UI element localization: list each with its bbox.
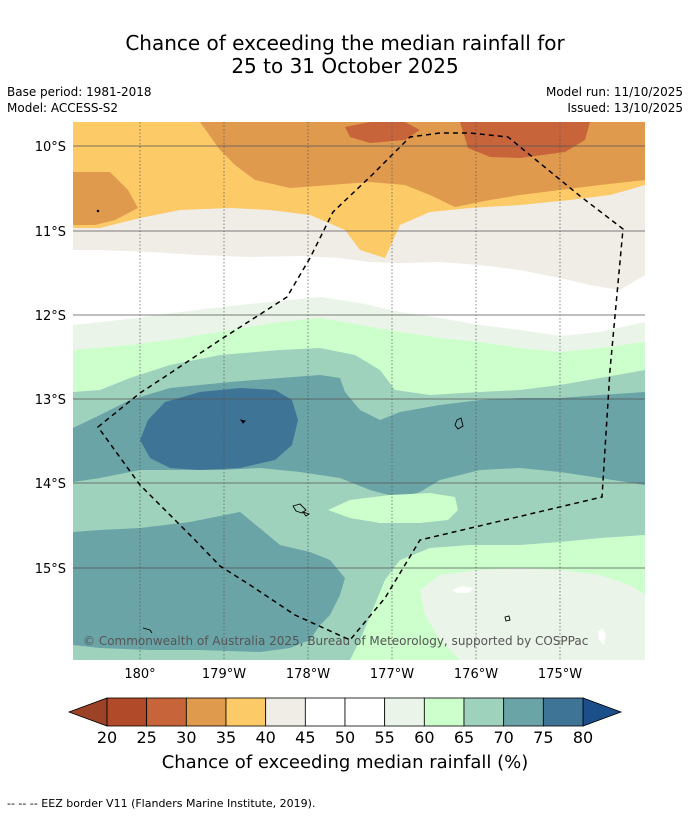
lon-label-175w: 175°W — [538, 667, 582, 682]
colorbar: 20 25 30 35 40 45 50 55 60 65 70 75 80 — [67, 697, 623, 747]
colorbar-cell — [423, 697, 465, 727]
contour-band-60-65-patch — [328, 493, 458, 523]
contour-band-70-75-south — [73, 512, 345, 652]
lat-label-10s: 10°S — [35, 140, 66, 155]
colorbar-cell — [463, 697, 505, 727]
colorbar-cell — [304, 697, 346, 727]
lon-label-177w: 177°W — [370, 667, 414, 682]
colorbar-label: Chance of exceeding median rainfall (%) — [161, 752, 529, 773]
colorbar-tick-label: 60 — [414, 728, 434, 747]
colorbar-tick-label: 70 — [493, 728, 513, 747]
contour-band-25-30-east — [460, 122, 590, 158]
lon-label-179w: 179°W — [202, 667, 246, 682]
colorbar-cell — [344, 697, 386, 727]
lat-label-11s: 11°S — [35, 225, 66, 240]
colorbar-cell — [225, 697, 267, 727]
metadata-left: Base period: 1981-2018 Model: ACCESS-S2 — [7, 84, 152, 116]
issued-date: Issued: 13/10/2025 — [567, 101, 683, 115]
colorbar-tick-label: 75 — [533, 728, 553, 747]
contour-band-50-55-patch — [452, 586, 474, 593]
colorbar-tick-label: 25 — [136, 728, 156, 747]
colorbar-tick-label: 45 — [295, 728, 315, 747]
contour-band-25-30 — [345, 122, 420, 143]
contour-band-50-55-patch2 — [598, 628, 606, 645]
lon-label-176w: 176°W — [454, 667, 498, 682]
metadata-right: Model run: 11/10/2025 Issued: 13/10/2025 — [546, 84, 683, 116]
colorbar-cell — [384, 697, 425, 727]
colorbar-cell — [185, 697, 227, 727]
colorbar-tick-label: 65 — [454, 728, 474, 747]
model-run: Model run: 11/10/2025 — [545, 85, 683, 99]
colorbar-tick-label: 50 — [335, 728, 355, 747]
colorbar-over-triangle — [582, 697, 623, 727]
contour-band-30-35-west — [73, 172, 138, 225]
lon-label-180: 180° — [124, 667, 155, 682]
base-period: Base period: 1981-2018 — [7, 85, 152, 99]
map-title-line2: 25 to 31 October 2025 — [231, 54, 459, 78]
rainfall-contour-map: © Commonwealth of Australia 2025, Bureau… — [73, 122, 645, 660]
map-title-line1: Chance of exceeding the median rainfall … — [125, 31, 565, 55]
lon-axis: 180° 179°W 178°W 177°W 176°W 175°W — [124, 667, 582, 682]
islands — [96, 209, 511, 634]
colorbar-tick-label: 40 — [255, 728, 275, 747]
colorbar-tick-label: 55 — [374, 728, 394, 747]
lat-label-13s: 13°S — [35, 393, 66, 408]
eez-legend-footnote: -- -- -- EEZ border V11 (Flanders Marine… — [7, 797, 316, 810]
colorbar-cell — [146, 697, 187, 727]
colorbar-tick-label: 30 — [176, 728, 196, 747]
lat-label-12s: 12°S — [35, 309, 66, 324]
colorbar-under-triangle — [67, 697, 108, 727]
lat-label-15s: 15°S — [35, 562, 66, 577]
colorbar-cell — [542, 697, 584, 727]
colorbar-cell — [265, 697, 306, 727]
colorbar-cell — [106, 697, 148, 727]
lon-label-178w: 178°W — [286, 667, 330, 682]
model-name: Model: ACCESS-S2 — [7, 101, 119, 115]
lat-label-14s: 14°S — [35, 477, 66, 492]
contour-band-75-80 — [140, 388, 298, 470]
colorbar-cell — [503, 697, 544, 727]
colorbar-tick-label: 20 — [97, 728, 117, 747]
eez-border — [96, 132, 624, 641]
colorbar-tick-label: 80 — [573, 728, 593, 747]
graticule — [73, 122, 645, 660]
colorbar-tick-label: 35 — [216, 728, 236, 747]
copyright-text: © Commonwealth of Australia 2025, Bureau… — [83, 634, 588, 648]
lat-axis: 10°S 11°S 12°S 13°S 14°S 15°S — [35, 140, 66, 577]
